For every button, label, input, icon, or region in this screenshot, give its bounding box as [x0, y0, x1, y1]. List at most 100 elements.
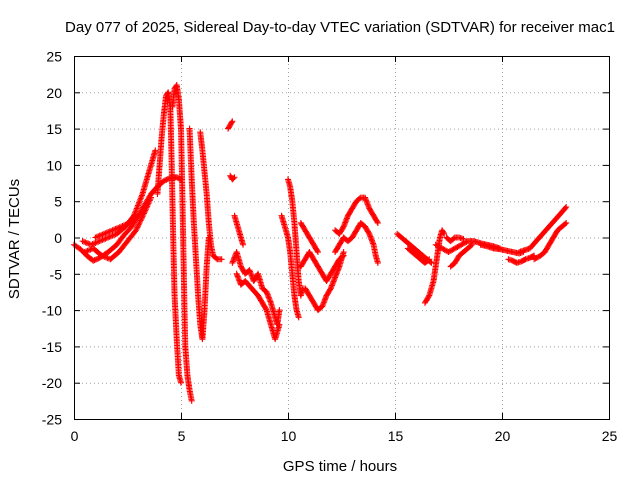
- data-point: [92, 239, 99, 246]
- y-tick-label: -5: [50, 266, 63, 282]
- x-tick-label: 15: [388, 428, 404, 444]
- data-point: [116, 224, 123, 231]
- data-point: [94, 255, 101, 262]
- data-point: [162, 177, 169, 184]
- data-point: [135, 223, 142, 230]
- series-track-arc-16-17h: [421, 227, 448, 306]
- data-point: [98, 252, 105, 259]
- data-point: [140, 210, 147, 217]
- data-point: [138, 216, 145, 223]
- series-track-arc-d: [92, 212, 142, 241]
- data-point: [123, 221, 130, 228]
- data-point: [327, 286, 334, 293]
- data-point: [426, 256, 433, 263]
- data-point: [339, 224, 346, 231]
- data-point: [84, 247, 91, 254]
- data-point: [135, 212, 142, 219]
- series-track-arc-11h: [297, 219, 321, 256]
- data-point: [138, 214, 145, 221]
- data-point: [134, 224, 141, 231]
- data-point: [115, 224, 122, 231]
- data-point: [230, 175, 237, 182]
- data-point: [425, 257, 432, 264]
- series-track-arc-10h: [278, 212, 302, 321]
- data-point: [102, 230, 109, 237]
- data-point: [93, 239, 100, 246]
- series-track-arc-12-14h: [332, 194, 381, 237]
- y-tick-label: 10: [46, 157, 62, 173]
- data-point: [314, 249, 321, 256]
- data-point: [88, 241, 95, 248]
- data-point: [85, 247, 92, 254]
- data-point: [118, 223, 125, 230]
- data-series: [71, 82, 570, 404]
- data-point: [441, 230, 448, 237]
- x-tick-label: 0: [71, 428, 79, 444]
- data-point: [83, 248, 90, 255]
- y-tick-label: 25: [46, 49, 62, 65]
- y-tick-label: -15: [42, 339, 62, 355]
- data-point: [122, 221, 129, 228]
- data-point: [563, 219, 570, 226]
- series-track-arc-b: [79, 147, 159, 248]
- data-point: [467, 242, 474, 249]
- series-track-cluster-7h: [225, 118, 236, 132]
- data-point: [89, 241, 96, 248]
- series-track-arc-15-17h-b: [404, 245, 433, 266]
- data-point: [101, 253, 108, 260]
- data-point: [99, 231, 106, 238]
- x-tick-label: 20: [495, 428, 511, 444]
- data-point: [105, 229, 112, 236]
- series-track-spike-4h: [154, 89, 184, 386]
- data-point: [160, 177, 167, 184]
- series-track-arc-21-23h-b: [531, 219, 570, 263]
- data-point: [425, 293, 432, 300]
- data-point: [440, 229, 447, 236]
- y-tick-label: 0: [54, 230, 62, 246]
- data-point: [469, 241, 476, 248]
- data-point: [96, 232, 103, 239]
- data-point: [228, 119, 235, 126]
- x-tick-label: 5: [178, 428, 186, 444]
- data-point: [137, 218, 144, 225]
- data-point: [85, 240, 92, 247]
- data-point: [374, 219, 381, 226]
- data-point: [106, 233, 113, 240]
- data-point: [188, 397, 195, 404]
- data-point: [136, 220, 143, 227]
- data-point: [276, 321, 283, 328]
- y-tick-label: -20: [42, 375, 62, 391]
- series-track-band-7-9h: [229, 249, 283, 328]
- series-track-arc-17-19h-c: [443, 234, 467, 245]
- data-point: [133, 225, 140, 232]
- data-point: [134, 213, 141, 220]
- series-track-cluster-7-8h: [231, 212, 247, 248]
- data-point: [92, 234, 99, 241]
- series-track-arc-c: [81, 194, 155, 263]
- data-point: [95, 233, 102, 240]
- data-point: [103, 254, 110, 261]
- data-point: [90, 240, 97, 247]
- data-point: [314, 247, 321, 254]
- data-point: [139, 213, 146, 220]
- data-point: [463, 238, 470, 245]
- y-tick-label: 5: [54, 194, 62, 210]
- data-point: [110, 226, 117, 233]
- data-point: [99, 236, 106, 243]
- series-track-spike-6h: [197, 129, 225, 263]
- series-track-spike-10h: [285, 176, 306, 299]
- data-point: [91, 257, 98, 264]
- data-point: [135, 221, 142, 228]
- data-point: [79, 238, 86, 245]
- data-point: [98, 237, 105, 244]
- series-track-arc-15-17h: [394, 230, 435, 266]
- series-track-band-10-12h-b: [302, 249, 347, 314]
- data-point: [231, 174, 238, 181]
- data-point: [108, 233, 115, 240]
- x-tick-label: 10: [281, 428, 297, 444]
- data-point: [90, 257, 97, 264]
- series-track-arc-17-19h-b: [447, 241, 476, 270]
- series-track-spike-5h: [169, 82, 195, 404]
- data-point: [240, 241, 247, 248]
- data-point: [229, 118, 236, 125]
